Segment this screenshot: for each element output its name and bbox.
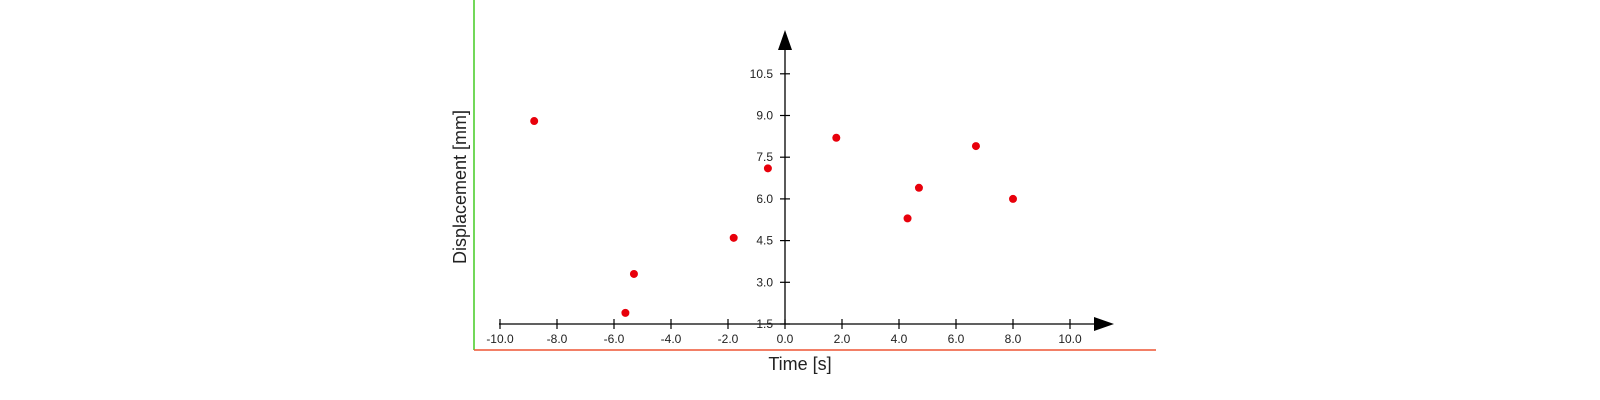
data-point xyxy=(903,214,912,223)
x-tick-label: -10.0 xyxy=(486,332,514,346)
data-point xyxy=(530,117,539,126)
data-point xyxy=(971,142,980,151)
x-tick-group: -10.0 -8.0 -6.0 -4.0 -2.0 0.0 2.0 4.0 6.0 8.0 10.0 xyxy=(486,319,1082,346)
x-axis-arrow xyxy=(1094,317,1114,331)
y-axis-arrow xyxy=(778,30,792,50)
data-point xyxy=(832,133,841,142)
y-tick-label: 1.5 xyxy=(756,317,773,331)
scatter-points xyxy=(530,117,1017,317)
data-point xyxy=(621,308,630,317)
x-tick-label: 2.0 xyxy=(834,332,851,346)
x-tick-label: -8.0 xyxy=(547,332,568,346)
x-tick-label: 10.0 xyxy=(1058,332,1082,346)
y-tick-label: 6.0 xyxy=(756,192,773,206)
y-tick-label: 4.5 xyxy=(756,234,773,248)
x-tick-label: 8.0 xyxy=(1005,332,1022,346)
x-tick-label: 6.0 xyxy=(948,332,965,346)
x-tick-label: -2.0 xyxy=(718,332,739,346)
data-point xyxy=(729,233,738,242)
y-axis-title: Displacement [mm] xyxy=(450,110,470,264)
x-tick-label: 0.0 xyxy=(777,332,794,346)
x-tick-label: -4.0 xyxy=(661,332,682,346)
y-tick-label: 7.5 xyxy=(756,150,773,164)
x-axis-title: Time [s] xyxy=(768,354,831,374)
x-tick-label: -6.0 xyxy=(604,332,625,346)
data-point xyxy=(629,269,638,278)
x-tick-label: 4.0 xyxy=(891,332,908,346)
y-tick-label: 3.0 xyxy=(756,275,773,289)
y-tick-label: 9.0 xyxy=(756,109,773,123)
y-tick-group: 1.5 3.0 4.5 6.0 7.5 9.0 10.5 xyxy=(750,67,790,331)
data-point xyxy=(1009,194,1017,203)
y-tick-label: 10.5 xyxy=(750,67,774,81)
data-point xyxy=(763,164,772,173)
data-point xyxy=(914,183,923,192)
